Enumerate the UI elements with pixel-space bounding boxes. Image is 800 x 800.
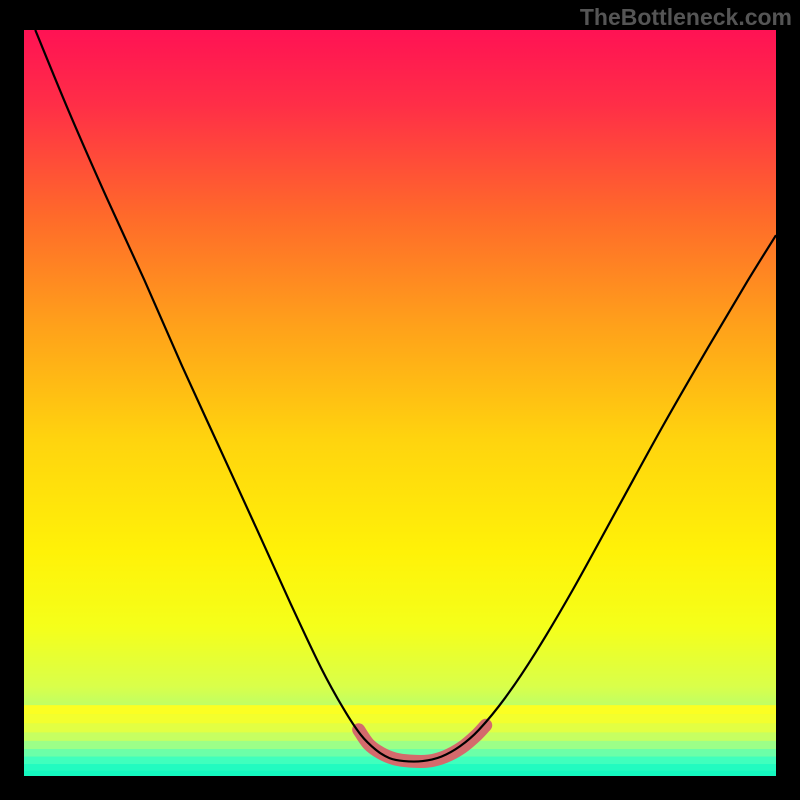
frame-border-left: [0, 0, 24, 800]
frame-border-bottom: [0, 776, 800, 800]
frame-border-right: [776, 0, 800, 800]
watermark-text: TheBottleneck.com: [580, 4, 792, 31]
plot-area: [24, 30, 776, 776]
chart-frame: TheBottleneck.com: [0, 0, 800, 800]
gradient-background: [24, 30, 776, 776]
